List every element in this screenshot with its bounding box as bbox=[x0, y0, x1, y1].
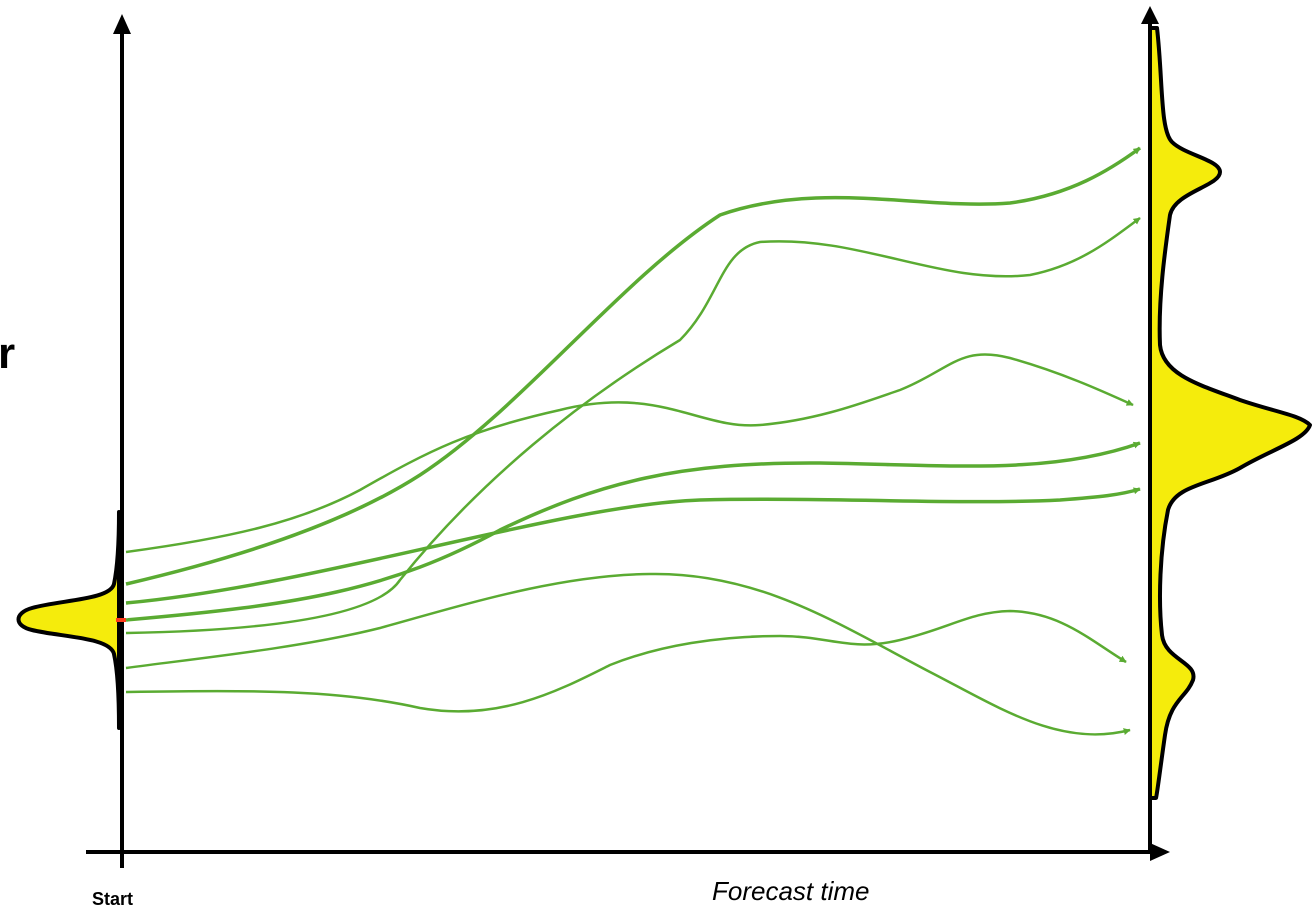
start-label: Start bbox=[92, 889, 133, 909]
start-axis-arrowhead-icon bbox=[113, 14, 131, 34]
trajectory-line bbox=[125, 146, 1142, 586]
trajectory-line bbox=[125, 572, 1131, 736]
trajectory-line bbox=[125, 353, 1134, 554]
trajectory-line bbox=[125, 487, 1141, 605]
trajectories bbox=[125, 146, 1142, 736]
initial-pdf bbox=[16, 510, 126, 730]
trajectory-line bbox=[125, 441, 1141, 622]
clipped-label-fragment: r bbox=[0, 329, 15, 378]
time-axis bbox=[86, 843, 1170, 861]
forecast-axis-arrowhead-icon bbox=[1141, 6, 1159, 24]
forecast-pdf bbox=[1148, 26, 1312, 800]
trajectory-line bbox=[125, 216, 1141, 635]
forecast-time-label: Forecast time bbox=[712, 876, 870, 906]
trajectory-line bbox=[125, 609, 1127, 713]
time-axis-arrowhead-icon bbox=[1150, 843, 1170, 861]
start-axis bbox=[113, 14, 131, 868]
